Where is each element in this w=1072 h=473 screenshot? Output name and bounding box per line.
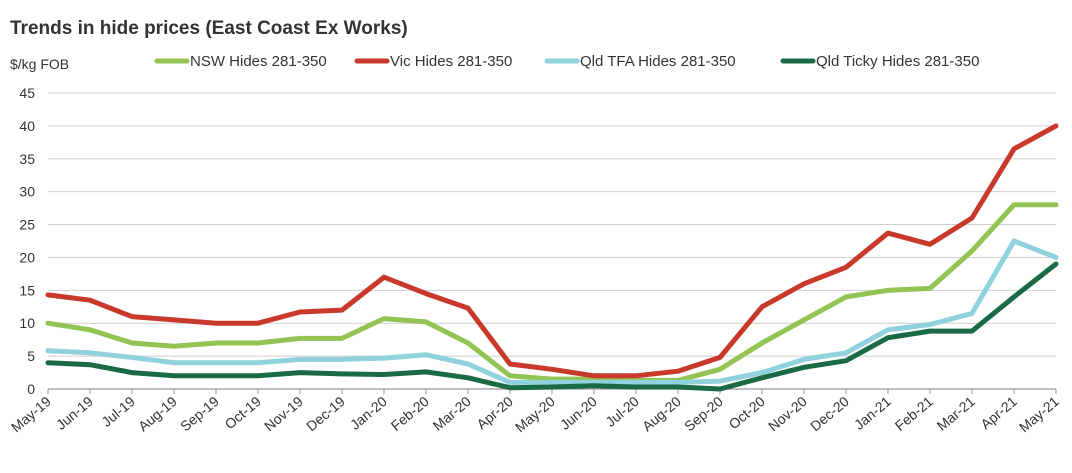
legend-label-3: Qld Ticky Hides 281-350 <box>816 53 979 70</box>
x-tick-label: May-21 <box>1016 393 1062 435</box>
x-tick-label: Jun-20 <box>557 393 600 433</box>
series-line-3 <box>45 261 1059 392</box>
x-tick-label: Feb-20 <box>388 393 432 434</box>
y-tick-label: 10 <box>19 315 35 331</box>
x-tick-label: Feb-21 <box>892 393 936 434</box>
x-tick-label: Jan-21 <box>851 393 894 433</box>
x-tick-label: Jan-20 <box>347 393 390 433</box>
y-tick-label: 40 <box>19 118 35 134</box>
x-tick-label: Dec-19 <box>303 393 348 434</box>
legend-label-2: Qld TFA Hides 281-350 <box>580 53 736 70</box>
y-tick-label: 25 <box>19 217 35 233</box>
y-tick-label: 45 <box>19 85 35 101</box>
x-tick-label: Apr-20 <box>473 393 516 432</box>
series-line-2 <box>45 238 1059 385</box>
series-line-1 <box>45 123 1059 379</box>
x-tick-label: May-20 <box>512 393 558 435</box>
x-tick-label: Mar-20 <box>430 393 474 434</box>
y-tick-label: 35 <box>19 151 35 167</box>
x-tick-label: Sep-19 <box>177 393 222 434</box>
x-tick-label: Dec-20 <box>807 393 852 434</box>
legend-label-0: NSW Hides 281-350 <box>190 53 327 70</box>
x-tick-label: Apr-21 <box>977 393 1020 432</box>
x-tick-label: Aug-20 <box>639 393 684 434</box>
x-tick-label: Oct-19 <box>221 393 264 432</box>
x-tick-label: Nov-19 <box>261 393 306 434</box>
x-tick-label: Mar-21 <box>934 393 978 434</box>
y-tick-label: 30 <box>19 184 35 200</box>
y-tick-label: 15 <box>19 282 35 298</box>
y-tick-label: 0 <box>27 381 35 397</box>
legend-label-1: Vic Hides 281-350 <box>390 53 512 70</box>
x-tick-label: Jul-20 <box>602 393 642 430</box>
chart-title: Trends in hide prices (East Coast Ex Wor… <box>10 18 408 39</box>
y-axis-ticks: 0 5 10 15 20 25 30 35 40 45 <box>19 85 35 397</box>
x-tick-label: Jun-19 <box>53 393 96 433</box>
series-lines <box>45 123 1059 392</box>
x-tick-label: Sep-20 <box>681 393 726 434</box>
x-tick-label: Jul-19 <box>98 393 138 430</box>
x-tick-label: Aug-19 <box>135 393 180 434</box>
y-tick-label: 20 <box>19 249 35 265</box>
y-tick-label: 5 <box>27 348 35 364</box>
legend: NSW Hides 281-350 Vic Hides 281-350 Qld TF… <box>154 53 979 70</box>
x-tick-label: Nov-20 <box>765 393 810 434</box>
y-axis-label: $/kg FOB <box>10 56 69 72</box>
series-line-0 <box>45 202 1059 383</box>
x-tick-label: May-19 <box>8 393 54 435</box>
x-tick-label: Oct-20 <box>725 393 768 432</box>
